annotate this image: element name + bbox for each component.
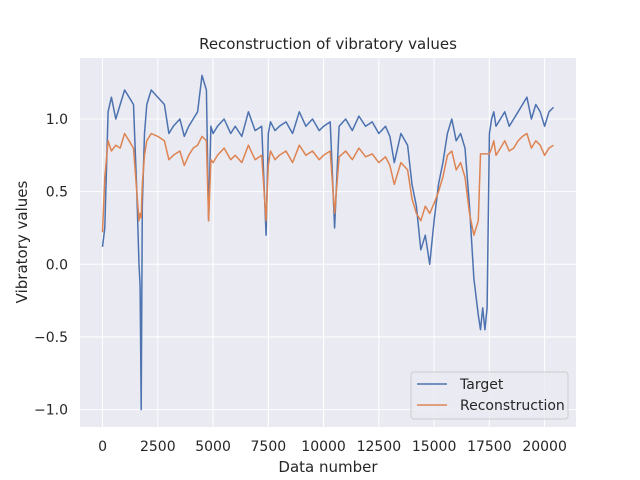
- y-tick-label: −0.5: [34, 330, 68, 346]
- x-tick-label: 20000: [522, 439, 567, 455]
- x-tick-label: 12500: [357, 439, 402, 455]
- legend-label-reconstruction: Reconstruction: [460, 398, 565, 414]
- series-line-target: [101, 74, 555, 411]
- grid: [80, 58, 576, 427]
- series-layer: [101, 74, 555, 411]
- x-tick-label: 2500: [140, 439, 176, 455]
- legend-box: [410, 371, 569, 420]
- y-tick-labels: −1.0 −0.5 0.0 0.5 1.0: [34, 112, 68, 419]
- x-tick-label: 17500: [467, 439, 512, 455]
- x-tick-label: 5000: [195, 439, 231, 455]
- x-axis-label: Data number: [278, 458, 378, 476]
- y-tick-label: 0.0: [46, 257, 68, 273]
- y-tick-label: 1.0: [46, 112, 68, 128]
- x-tick-label: 15000: [412, 439, 457, 455]
- legend-label-target: Target: [459, 377, 504, 393]
- y-tick-label: −1.0: [34, 403, 68, 419]
- y-axis-label: Vibratory values: [13, 180, 31, 303]
- series-line-reconstruction: [101, 132, 554, 236]
- x-tick-label: 0: [98, 439, 107, 455]
- y-tick-label: 0.5: [46, 185, 68, 201]
- x-tick-label: 10000: [301, 439, 346, 455]
- x-tick-label: 7500: [251, 439, 287, 455]
- x-tick-labels: 0 2500 5000 7500 10000 12500 15000 17500 20000: [98, 439, 567, 455]
- legend: Target Reconstruction: [410, 371, 569, 420]
- chart-title: Reconstruction of vibratory values: [199, 35, 457, 53]
